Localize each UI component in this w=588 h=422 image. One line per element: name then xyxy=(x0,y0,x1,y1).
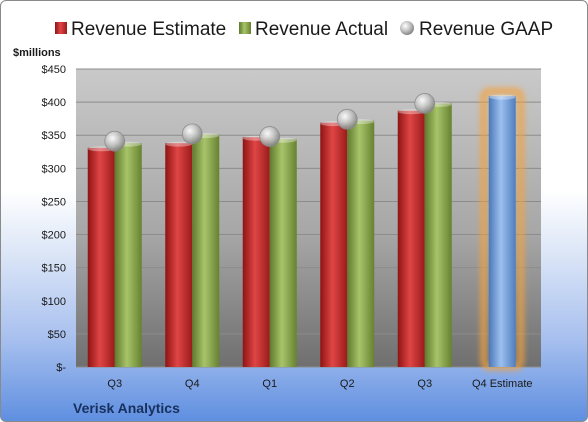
x-tick-label: Q4 xyxy=(185,378,200,390)
legend-swatch-actual xyxy=(239,22,251,34)
x-tick-label: Q4 Estimate xyxy=(472,378,533,390)
x-tick-label: Q2 xyxy=(340,378,355,390)
plot-area xyxy=(76,69,541,367)
bar-revenue-estimate xyxy=(87,147,115,367)
marker-revenue-gaap xyxy=(259,126,281,147)
bar-revenue-actual xyxy=(269,139,297,367)
marker-revenue-gaap xyxy=(336,108,358,130)
y-tick-label: $450 xyxy=(42,64,66,76)
bar-revenue-actual xyxy=(114,143,142,367)
y-tick-label: $400 xyxy=(42,97,66,109)
legend-label-estimate: Revenue Estimate xyxy=(71,19,226,40)
company-name: Verisk Analytics xyxy=(73,400,180,416)
y-tick-label: $- xyxy=(56,362,66,374)
y-tick-label: $300 xyxy=(42,163,66,175)
x-tick-label: Q3 xyxy=(107,378,122,390)
legend-item-revenue-actual: Revenue Actual xyxy=(239,19,388,40)
bar-revenue-estimate-cap xyxy=(165,141,193,147)
legend-label-actual: Revenue Actual xyxy=(255,19,388,40)
bar-revenue-actual xyxy=(192,134,220,367)
legend-item-revenue-estimate: Revenue Estimate xyxy=(55,19,226,40)
legend-label-gaap: Revenue GAAP xyxy=(419,19,553,40)
bar-revenue-estimate xyxy=(320,122,348,367)
y-tick-label: $350 xyxy=(42,130,66,142)
x-axis-ticks: Q3 Q4 Q1 Q2 Q3 Q4 Estimate xyxy=(107,378,532,390)
bars xyxy=(87,87,525,371)
y-tick-label: $50 xyxy=(48,329,66,341)
bar-revenue-actual xyxy=(347,120,375,367)
bar-revenue-estimate xyxy=(165,143,193,367)
bar-revenue-actual xyxy=(424,103,452,368)
x-tick-label: Q1 xyxy=(262,378,277,390)
x-tick-label: Q3 xyxy=(417,378,432,390)
legend: Revenue Estimate Revenue Actual Revenue … xyxy=(55,19,553,40)
bar-q4-estimate xyxy=(488,96,516,367)
legend-swatch-gaap xyxy=(400,21,414,35)
marker-revenue-gaap xyxy=(104,130,126,152)
legend-item-revenue-gaap: Revenue GAAP xyxy=(400,19,553,40)
legend-swatch-estimate xyxy=(55,22,67,34)
bar-q4-estimate-cap xyxy=(488,94,516,100)
marker-revenue-gaap xyxy=(181,123,203,145)
y-tick-label: $100 xyxy=(42,296,66,308)
y-tick-label: $150 xyxy=(42,263,66,275)
y-axis-ticks: $- $50 $100 $150 $200 $250 $300 $350 $400 $450 xyxy=(42,64,67,374)
y-axis-unit-label: $millions xyxy=(13,47,61,59)
y-tick-label: $250 xyxy=(42,196,66,208)
gaap-markers xyxy=(104,93,436,152)
gridlines xyxy=(76,68,541,368)
bar-revenue-estimate xyxy=(397,110,425,367)
y-tick-label: $200 xyxy=(42,230,66,242)
bar-revenue-estimate xyxy=(242,137,270,367)
marker-revenue-gaap xyxy=(414,93,436,114)
